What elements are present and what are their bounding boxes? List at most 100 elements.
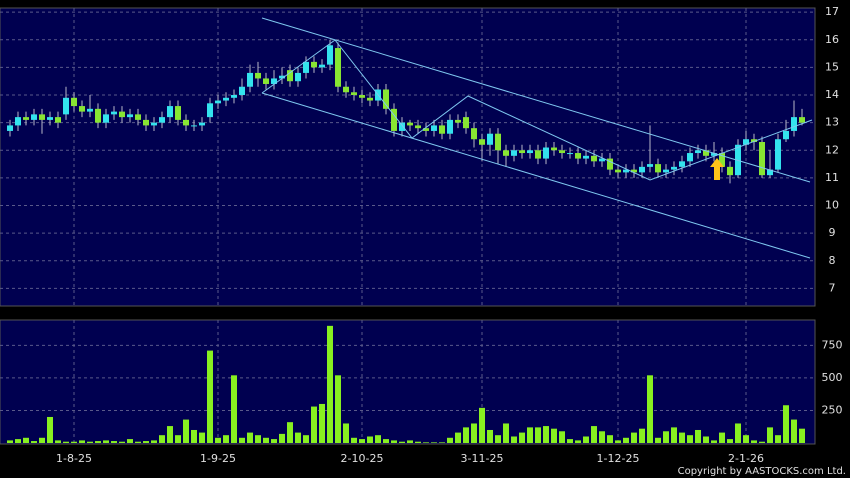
candle-body <box>279 75 285 79</box>
candle-body <box>647 164 653 167</box>
volume-bar <box>743 435 749 443</box>
volume-bar <box>671 427 677 443</box>
x-tick-label: 1-12-25 <box>597 452 640 465</box>
mark-layer <box>7 39 805 443</box>
candle-body <box>7 125 13 131</box>
candle-body <box>479 139 485 145</box>
candle-body <box>231 95 237 98</box>
candle-body <box>503 150 509 156</box>
volume-bar <box>519 432 525 443</box>
volume-bar <box>575 440 581 443</box>
volume-bar <box>303 435 309 443</box>
volume-bar <box>263 437 269 443</box>
candle-body <box>127 114 133 118</box>
volume-bar <box>23 437 29 443</box>
volume-bar <box>495 435 501 443</box>
volume-bar <box>175 435 181 443</box>
candle-body <box>719 153 725 167</box>
candle-body <box>519 150 525 154</box>
candle-body <box>655 164 661 173</box>
y-tick-label: 12 <box>825 143 839 156</box>
volume-bar <box>487 429 493 443</box>
volume-bar <box>103 440 109 443</box>
volume-bar <box>735 423 741 443</box>
volume-tick-label: 250 <box>822 403 843 416</box>
volume-bar <box>271 439 277 443</box>
candle-body <box>535 150 541 159</box>
volume-bar <box>31 441 37 443</box>
volume-bar <box>335 375 341 443</box>
volume-bar <box>183 419 189 443</box>
volume-bar <box>63 441 69 443</box>
candle-body <box>255 72 261 79</box>
channel-lower <box>261 92 811 259</box>
volume-bar <box>471 423 477 443</box>
candle-body <box>599 158 605 162</box>
candle-body <box>327 45 333 65</box>
candle-body <box>631 169 637 173</box>
volume-bar <box>439 442 445 443</box>
volume-bar <box>639 428 645 443</box>
candle-body <box>623 169 629 173</box>
candle-body <box>295 72 301 82</box>
candle-body <box>783 130 789 140</box>
volume-bar <box>311 406 317 443</box>
candle-body <box>319 64 325 68</box>
candle-body <box>791 117 797 131</box>
y-tick-label: 11 <box>825 171 839 184</box>
volume-bar <box>239 437 245 443</box>
candle-body <box>63 97 69 115</box>
candle-body <box>151 122 157 126</box>
candle-body <box>607 158 613 170</box>
price-panel <box>0 7 816 307</box>
candle-body <box>183 119 189 126</box>
candle-body <box>247 72 253 87</box>
volume-bar <box>295 432 301 443</box>
candle-body <box>271 78 277 84</box>
volume-bar <box>223 435 229 443</box>
candle-body <box>567 153 573 155</box>
candle-body <box>79 106 85 112</box>
candle-body <box>95 108 101 123</box>
candle-body <box>575 153 581 159</box>
candle-body <box>471 128 477 140</box>
candle-body <box>751 139 757 142</box>
candle-body <box>727 166 733 176</box>
candle-body <box>55 117 61 123</box>
volume-bar <box>559 431 565 443</box>
volume-bar <box>791 419 797 443</box>
grid-layer <box>0 8 815 443</box>
candle-body <box>143 119 149 126</box>
candle-body <box>431 125 437 131</box>
volume-bar <box>463 427 469 443</box>
volume-bar <box>215 437 221 443</box>
volume-bar <box>167 426 173 443</box>
candle-body <box>495 133 501 151</box>
candle-body <box>591 155 597 162</box>
candle-body <box>767 169 773 176</box>
volume-bar <box>751 440 757 443</box>
volume-bar <box>327 325 333 443</box>
candle-body <box>423 128 429 131</box>
volume-panel <box>0 319 816 445</box>
volume-bar <box>159 435 165 443</box>
candle-body <box>759 141 765 176</box>
signal-arrow <box>710 158 724 180</box>
volume-bar <box>695 429 701 443</box>
volume-bar <box>583 436 589 443</box>
copyright: Copyright by AASTOCKS.com Ltd. <box>678 466 846 477</box>
volume-bar <box>447 437 453 443</box>
candle-body <box>119 111 125 118</box>
candle-body <box>287 70 293 82</box>
volume-bar <box>767 427 773 443</box>
zigzag-line <box>261 39 813 181</box>
candle-body <box>399 122 405 131</box>
volume-bar <box>151 440 157 443</box>
candle-body <box>207 103 213 118</box>
volume-bar <box>383 439 389 443</box>
volume-bar <box>111 441 117 443</box>
candle-body <box>543 147 549 159</box>
volume-bar <box>511 436 517 443</box>
candle-body <box>111 111 117 115</box>
volume-bar <box>647 375 653 443</box>
